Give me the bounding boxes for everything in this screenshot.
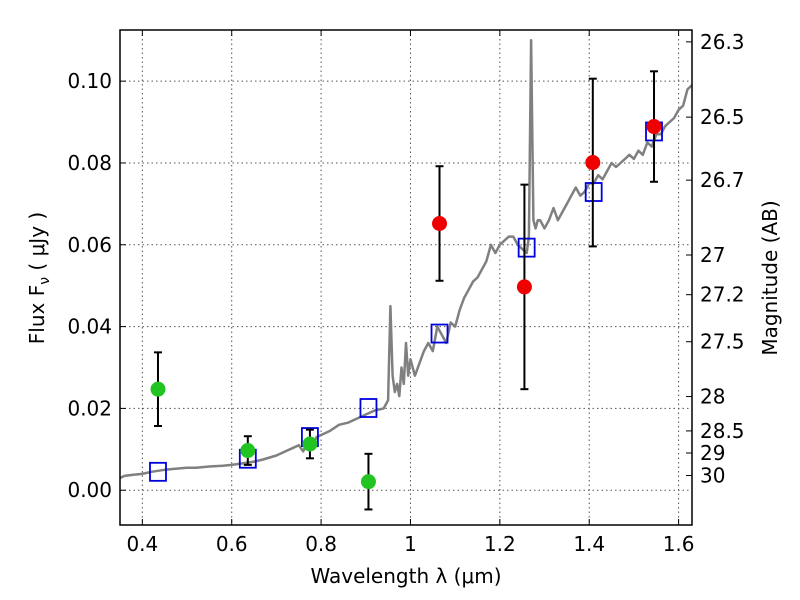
right-tick-label: 27.5 (700, 330, 745, 354)
right-tick-label: 27.2 (700, 283, 745, 307)
x-tick-label: 1.4 (573, 532, 605, 556)
y-tick-label: 0.02 (67, 396, 112, 420)
y-axis-label-subscript: ν (37, 277, 53, 285)
right-tick-label: 27 (700, 243, 725, 267)
plot-area (120, 38, 692, 511)
model-square-marker (430, 323, 449, 344)
data-point (516, 279, 532, 295)
right-tick-label: 28.5 (700, 419, 745, 443)
right-tick-label: 26.7 (700, 168, 745, 192)
x-tick-label: 1.2 (484, 532, 516, 556)
right-axis-label: Magnitude (AB) (758, 200, 782, 355)
y-tick-label: 0.04 (67, 315, 112, 339)
model-square-marker (359, 398, 378, 418)
y-axis-label-text: Flux F (25, 285, 49, 344)
grid-lines (120, 30, 692, 525)
x-tick-label: 1 (404, 532, 417, 556)
right-tick-label: 30 (700, 464, 725, 488)
data-point (302, 436, 318, 452)
model-square-marker (149, 461, 167, 482)
right-tick-label: 28 (700, 385, 725, 409)
plot-frame (119, 29, 693, 526)
y-tick-label: 0.00 (67, 478, 112, 502)
x-tick-label: 1.6 (663, 532, 695, 556)
y-tick-label: 0.10 (67, 69, 112, 93)
x-axis-label: Wavelength λ (μm) (310, 564, 501, 588)
axis-ticks: 0.4 0.6 0.8 1 1.2 1.4 1.6 0.00 0.02 0.04 0.06 0.08 0… (67, 30, 744, 556)
model-square-marker (517, 237, 536, 258)
data-point (240, 443, 256, 459)
data-point (432, 216, 448, 231)
y-axis-label: Flux Fν ( μJy ) (25, 212, 53, 344)
y-tick-label: 0.08 (67, 151, 112, 175)
data-point (360, 474, 376, 490)
right-tick-label: 29 (700, 441, 725, 465)
right-tick-label: 26.5 (700, 105, 745, 129)
data-point (150, 381, 166, 397)
y-axis-label-unit: ( μJy ) (25, 212, 49, 277)
x-tick-label: 0.4 (126, 532, 158, 556)
data-point (646, 119, 662, 135)
x-tick-label: 0.6 (216, 532, 248, 556)
x-tick-label: 0.8 (305, 532, 337, 556)
model-spectrum-line (120, 38, 692, 480)
right-tick-label: 26.3 (700, 30, 745, 54)
y-tick-label: 0.06 (67, 233, 112, 257)
data-point (585, 155, 601, 171)
